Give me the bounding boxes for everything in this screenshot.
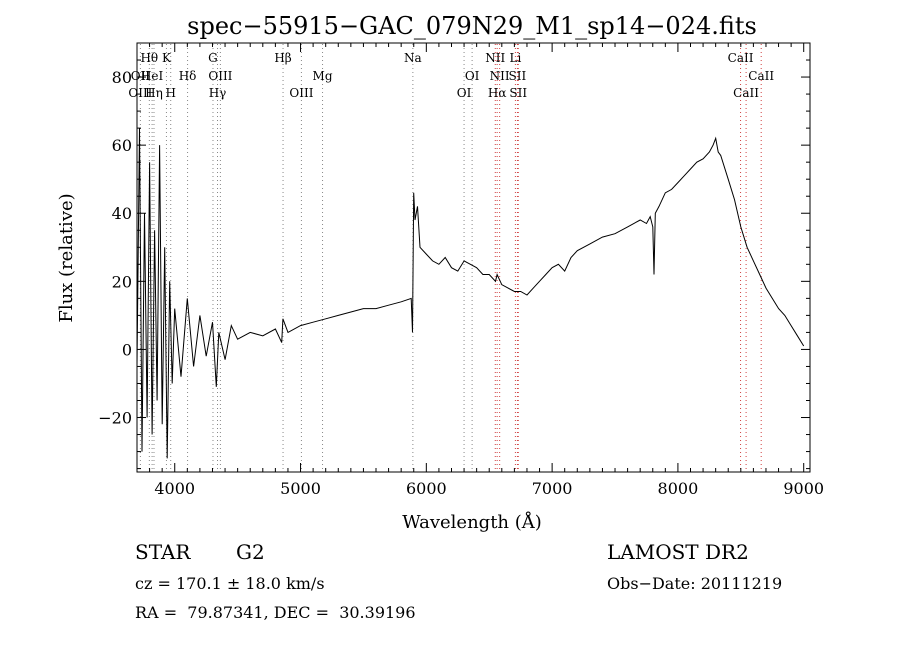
x-axis-title: Wavelength (Å) [402,511,542,533]
spectrum-series-line [136,128,805,459]
spectral-line-label: OI [465,69,480,83]
spectral-line-label: CaII [748,69,774,83]
object-class: STAR [135,540,191,564]
spectral-line-label: Na [404,51,422,65]
y-tick-label: 20 [112,272,132,291]
redshift-readout: cz = 170.1 ± 18.0 km/s [135,574,325,593]
spectral-line-label: Mg [313,69,333,83]
spectral-line-label: OIII [128,86,152,100]
x-tick-label: 9000 [783,479,824,498]
spectral-line-label: Hγ [209,86,227,100]
y-axis: −20 0 20 40 60 80 [98,42,810,470]
y-tick-label: 60 [112,136,132,155]
spectral-line-label: SII [509,86,527,100]
plot-frame [136,42,811,473]
spectral-line-label: Hη [145,86,163,100]
y-tick-label: 80 [112,68,132,87]
spectral-line-label: CaII [728,51,754,65]
spectral-line-label: NII [485,51,505,65]
spectral-line-label: SII [509,69,527,83]
chart-title: spec−55915−GAC_079N29_M1_sp14−024.fits [187,12,757,40]
spectral-line-label: CaII [733,86,759,100]
spectral-line-label: H [165,86,175,100]
spectral-line-label: OI [457,86,472,100]
spectral-line-labels: HθOIIHeIOIIIHηKHHδGOIIIHγHβOIIIMgNaOIOIN… [128,51,774,100]
spectral-line-label: Hδ [179,69,197,83]
x-tick-label: 7000 [532,479,573,498]
observation-date: Obs−Date: 20111219 [607,574,783,593]
y-axis-title: Flux (relative) [56,193,77,322]
spectral-line-label: OII [131,69,151,83]
spectral-line-label: OIII [289,86,313,100]
survey-name: LAMOST DR2 [607,540,749,564]
y-tick-label: 40 [112,204,132,223]
x-tick-label: 8000 [658,479,699,498]
spectral-line-label: Hβ [274,51,291,65]
coordinates-readout: RA = 79.87341, DEC = 30.39196 [135,603,416,622]
spectral-line-label: Hα [488,86,507,100]
spectral-line-markers [139,44,762,471]
spectral-line-label: Li [509,51,521,65]
spectral-line-label: Hθ [140,51,158,65]
x-tick-label: 4000 [154,479,195,498]
spectral-line-label: HeI [141,69,164,83]
spectral-line-label: NII [490,69,510,83]
spectral-line-label: G [208,51,218,65]
x-axis: 4000 5000 6000 7000 8000 9000 [136,43,824,498]
y-tick-label: 0 [122,340,132,359]
spectral-line-label: K [162,51,172,65]
y-tick-label: −20 [98,409,132,428]
object-subclass: G2 [236,540,265,564]
x-tick-label: 5000 [280,479,321,498]
spectral-line-label: OIII [208,69,232,83]
x-tick-label: 6000 [406,479,447,498]
